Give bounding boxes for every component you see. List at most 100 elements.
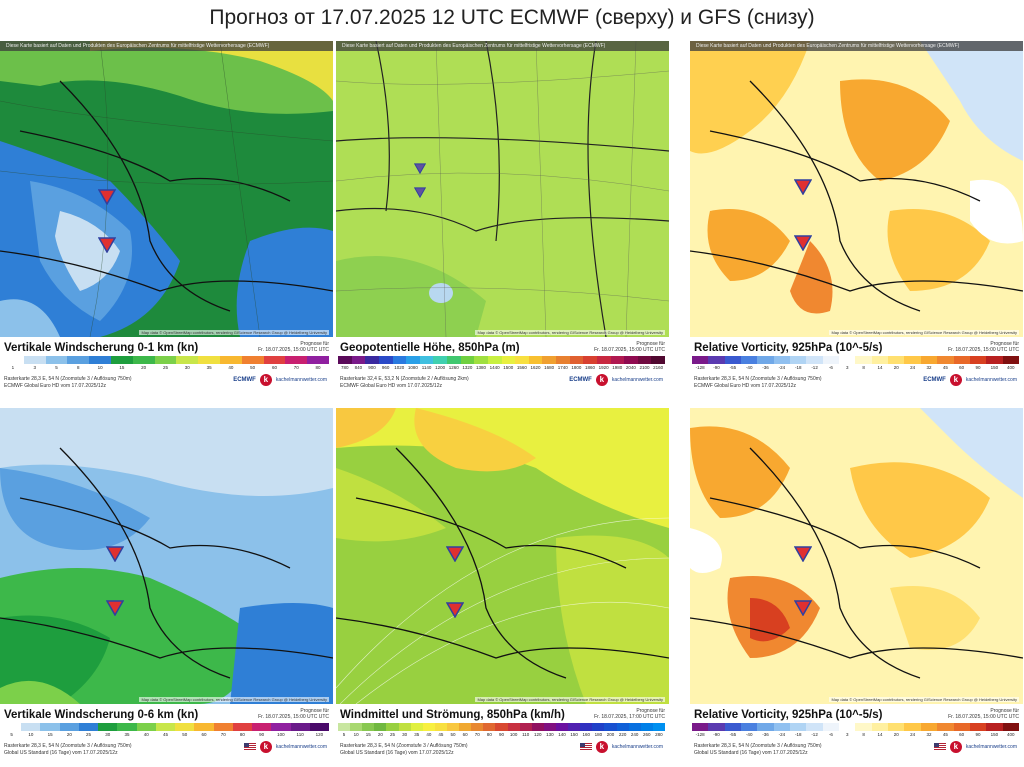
scale-tick-label: 110 (522, 732, 530, 737)
scale-tick-label: 80 (486, 732, 492, 737)
scale-swatch (651, 356, 665, 364)
legend-title: Geopotentielle Höhe, 850hPa (m) (340, 342, 520, 354)
scale-swatch (365, 356, 379, 364)
scale-tick-label: 150 (570, 732, 578, 737)
scale-tick-label: 90 (975, 365, 981, 370)
scale-swatch (937, 723, 954, 731)
scale-tick-label: 35 (124, 732, 130, 737)
map-attribution: Map data © OpenStreetMap contributors, r… (139, 697, 329, 702)
scale-swatch (351, 356, 366, 364)
forecast-date: Prognose für Fr. 18.07.2025, 15:00 UTC U… (594, 341, 665, 353)
raster-info: Rasterkarte 28,3 E, 54 N (Zoomstufe 3 / … (4, 376, 132, 389)
scale-swatch (446, 723, 460, 731)
scale-tick-label: 2100 (639, 365, 650, 370)
scale-tick-label: 8 (862, 732, 865, 737)
scale-tick-label: -24 (778, 365, 786, 370)
scale-swatch (986, 356, 1003, 364)
map-attribution: Map data © OpenStreetMap contributors, r… (139, 330, 329, 335)
scale-swatch (580, 723, 593, 731)
scale-tick-label: 140 (558, 732, 566, 737)
scale-tick-label: 14 (877, 732, 883, 737)
scale-tick-label: 32 (926, 732, 932, 737)
scale-swatch (773, 356, 791, 364)
forecast-date: Prognose für Fr. 18.07.2025, 15:00 UTC U… (258, 708, 329, 720)
scale-tick-label: 15 (47, 732, 53, 737)
panel-ecmwf-windshear-0-1km: Diese Karte basiert auf Daten und Produk… (0, 41, 333, 398)
scale-tick-label: 15 (119, 365, 125, 370)
scale-swatch (692, 356, 709, 364)
scale-tick-label: 14 (877, 365, 883, 370)
scale-tick-label: 1920 (598, 365, 609, 370)
scale-tick-label: -55 (729, 365, 737, 370)
legend-title: Relative Vorticity, 925hPa (10^-5/s) (694, 709, 883, 721)
logos: ECMWF k kachelmannwetter.com (233, 374, 327, 386)
scale-tick-label: 60 (201, 732, 207, 737)
forecast-date: Prognose für Fr. 18.07.2025, 15:00 UTC U… (948, 341, 1019, 353)
scale-swatch (194, 723, 214, 731)
scale-tick-label: -24 (778, 732, 786, 737)
color-scale (692, 356, 1019, 364)
scale-tick-label: 100 (509, 732, 518, 737)
scale-tick-label: 1320 (462, 365, 473, 370)
map-header-note: Diese Karte basiert auf Daten und Produk… (690, 41, 1023, 51)
scale-tick-label: 10 (28, 732, 34, 737)
scale-tick-label: 5 (342, 732, 346, 737)
scale-tick-label: 220 (618, 732, 627, 737)
legend-panel: Windmittel und Strömung, 850hPa (km/h) P… (336, 705, 669, 765)
scale-swatch (290, 723, 310, 731)
raster-info: Rasterkarte 28,3 E, 54 N (Zoomstufe 3 / … (340, 743, 468, 756)
scale-swatch (708, 356, 725, 364)
scale-tick-label: 15 (365, 732, 371, 737)
scale-swatch (307, 356, 329, 364)
scale-tick-label: 180 (594, 732, 603, 737)
scale-swatch (175, 723, 195, 731)
scale-swatch (252, 723, 272, 731)
scale-tick-label: 10 (97, 365, 103, 370)
scale-tick-label: 120 (534, 732, 542, 737)
kachelmann-logo-icon: k (949, 374, 962, 386)
scale-ticks: -128 -90 -55 -40 -36 -24 -18 -12 -6 3 8 14 20 24 32 45 6… (692, 732, 1019, 740)
scale-swatch (542, 356, 556, 364)
scale-tick-label: 1260 (448, 365, 459, 370)
windshear-map-graphic (0, 408, 333, 704)
map-attribution: Map data © OpenStreetMap contributors, r… (475, 697, 665, 702)
scale-ticks: 1 3 5 8 10 15 20 25 30 35 40 50 60 70 80 (2, 365, 329, 373)
scale-swatch (309, 723, 329, 731)
scale-tick-label: 1740 (557, 365, 568, 370)
scale-tick-label: 260 (643, 732, 651, 737)
forecast-date: Prognose für Fr. 18.07.2025, 17:00 UTC U… (594, 708, 665, 720)
scale-tick-label: 200 (606, 732, 615, 737)
scale-swatch (515, 356, 529, 364)
scale-tick-label: -90 (713, 732, 720, 737)
legend-title: Vertikale Windscherung 0-1 km (kn) (4, 342, 199, 354)
scale-swatch (904, 356, 921, 364)
panel-ecmwf-vorticity-925: Diese Karte basiert auf Daten und Produk… (690, 41, 1023, 398)
scale-tick-label: -6 (828, 365, 833, 370)
scale-swatch (263, 356, 286, 364)
scale-tick-label: 100 (277, 732, 285, 737)
scale-tick-label: 150 (990, 732, 999, 737)
kachelmann-logo-icon: k (949, 741, 962, 753)
scale-swatch (839, 723, 856, 731)
scale-swatch (543, 723, 556, 731)
site-name: kachelmannwetter.com (611, 744, 663, 750)
scale-tick-label: 40 (426, 732, 432, 737)
scale-swatch (569, 356, 584, 364)
scale-tick-label: 110 (296, 732, 304, 737)
scale-tick-label: -90 (713, 365, 720, 370)
scale-tick-label: 50 (250, 365, 256, 370)
scale-tick-label: 1020 (394, 365, 405, 370)
scale-tick-label: 45 (942, 732, 948, 737)
scale-tick-label: 8 (862, 365, 865, 370)
us-flag-icon (243, 743, 256, 751)
scale-swatch (790, 723, 807, 731)
scale-swatch (888, 723, 905, 731)
scale-tick-label: 32 (926, 365, 932, 370)
scale-swatch (724, 356, 742, 364)
scale-tick-label: -36 (762, 365, 769, 370)
scale-swatch (640, 723, 653, 731)
scale-swatch (378, 356, 393, 364)
scale-swatch (628, 723, 641, 731)
scale-tick-label: 5 (55, 365, 58, 370)
scale-swatch (350, 723, 363, 731)
